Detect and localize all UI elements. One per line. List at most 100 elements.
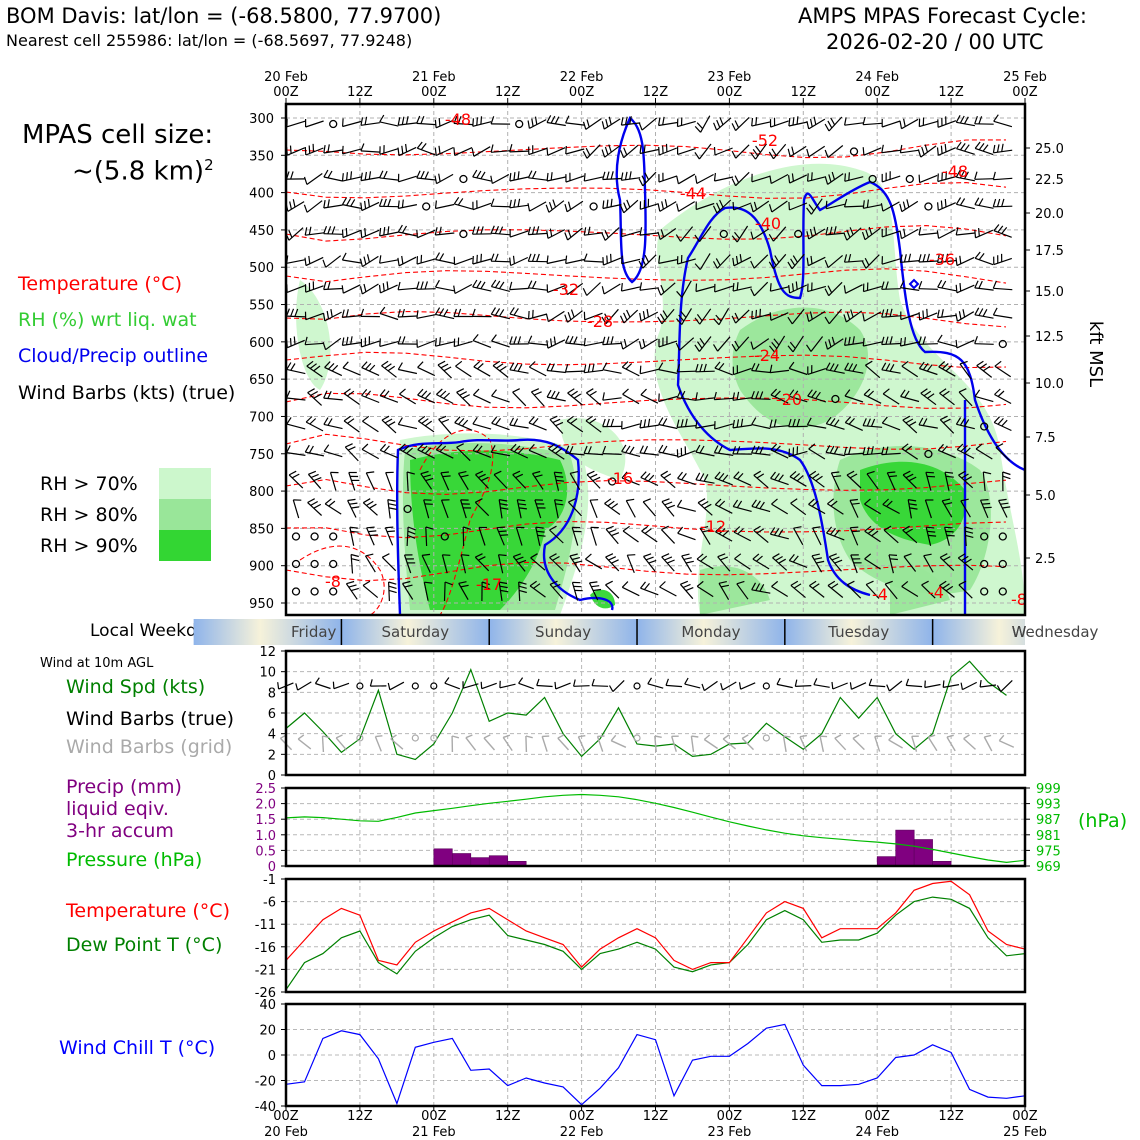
calm-wind-marker — [980, 559, 989, 569]
wind-barb — [571, 527, 579, 546]
wind-barb-flag — [699, 363, 703, 372]
wind-barb-flag — [463, 526, 471, 530]
main-panel-content: -48-52-48-44-40-36-32-28-24-20-16-12-8 -1… — [286, 104, 1025, 615]
wind-barb — [379, 231, 399, 237]
wind-barb-flag — [490, 279, 497, 287]
wind-barb-flag — [589, 473, 598, 479]
bottom-time-hour-label: 00Z — [273, 1109, 299, 1124]
wind-barb-flag — [696, 580, 704, 587]
wind-barb-true-flag — [314, 677, 320, 684]
wind-barb-flag — [940, 415, 948, 421]
wind-barb-flag — [327, 281, 331, 290]
wind-barb-flag — [582, 121, 587, 130]
wind-barb-flag — [350, 199, 356, 207]
wind-barb — [751, 589, 771, 594]
wind-barb-flag — [323, 169, 329, 178]
wind-barb — [789, 367, 808, 376]
wind-barb-flag — [884, 580, 893, 585]
wind-barb — [435, 341, 455, 347]
wind-barb — [435, 203, 455, 210]
wind-barb-flag — [680, 419, 684, 428]
wind-barb — [770, 120, 789, 128]
wind-barb-flag — [549, 228, 553, 237]
wind-barb-flag — [481, 585, 490, 590]
wind-barb-flag — [942, 583, 950, 589]
wind-barb-flag — [676, 175, 679, 184]
wind-barb — [623, 199, 639, 214]
wind-barb — [677, 120, 696, 128]
wind-barb-flag — [308, 255, 311, 264]
wind-barb-flag — [388, 581, 397, 585]
wind-barb-flag — [529, 580, 537, 587]
wind-barb-flag — [834, 559, 843, 564]
wind-barb-flag — [851, 502, 860, 505]
wind-barb — [622, 530, 639, 543]
wind-barb-true — [573, 685, 590, 687]
wind-barb — [516, 499, 522, 519]
wind-barb-flag — [664, 501, 673, 506]
wind-barb-flag — [621, 444, 627, 452]
wind-barb — [825, 451, 845, 457]
wind-barb — [956, 148, 975, 155]
wind-barb-flag — [434, 279, 440, 288]
wind-barb — [454, 203, 473, 210]
wind-barb-flag — [902, 201, 906, 210]
wind-barb-flag — [602, 418, 606, 427]
wind-barb-flag — [676, 203, 680, 212]
wind-barb-flag — [955, 339, 958, 348]
wind-barb-flag — [829, 528, 836, 535]
wind-barb-flag — [958, 470, 966, 476]
wind-barb — [305, 285, 324, 293]
wind-barb-flag — [567, 312, 572, 320]
legend-wind-barbs: Wind Barbs (kts) (true) — [18, 382, 236, 404]
wind-barb-flag — [351, 587, 359, 592]
calm-wind-marker — [329, 559, 338, 569]
wind-barb-flag — [323, 200, 326, 209]
pressure-tick-label: 850 — [249, 522, 274, 537]
wind-barb — [792, 335, 804, 353]
wind-barb-flag — [982, 502, 991, 505]
wind-barb-grid — [927, 736, 938, 752]
wind-barb — [678, 201, 696, 212]
bottom-time-hour-label: 12Z — [347, 1109, 373, 1124]
wind-barb — [882, 201, 900, 212]
wind-barb — [547, 285, 566, 293]
wind-barb-flag — [700, 555, 708, 562]
wind-barb-flag — [937, 254, 940, 263]
wind-barb-flag — [849, 498, 858, 501]
wind-barb-flag — [583, 364, 587, 373]
wind-barb-flag — [997, 390, 1005, 397]
wind-barb-flag — [471, 148, 475, 157]
temp-panel-ytick-label: -11 — [255, 918, 276, 933]
wind-barb-flag — [512, 388, 520, 393]
wind-barb — [361, 340, 380, 348]
wind-barb-flag — [677, 526, 684, 534]
wind-barb-flag — [925, 471, 934, 474]
temp-panel-ytick-label: -26 — [255, 986, 276, 1001]
wind-barb — [603, 257, 622, 266]
wind-barb — [643, 556, 656, 572]
wind-barb-flag — [386, 281, 389, 290]
wind-barb-flag — [421, 418, 429, 424]
wind-barb — [325, 255, 342, 268]
wind-barb — [790, 502, 807, 516]
calm-wind-marker — [403, 504, 412, 514]
wind-barb-flag — [327, 199, 330, 208]
wind-barb — [714, 147, 733, 156]
wind-barb-flag — [289, 201, 292, 210]
wind-barb-true-flag — [905, 678, 910, 686]
wind-barb — [974, 343, 994, 345]
wind-barb-true-flag — [684, 677, 689, 685]
weekday-label: Tuesday — [827, 623, 889, 641]
wind-barb — [956, 256, 975, 267]
wind-barb — [789, 174, 808, 184]
wind-barb-flag — [755, 117, 758, 126]
wind-calm-grid — [430, 734, 438, 742]
wind-barb — [828, 556, 842, 572]
wind-barb-flag — [590, 499, 599, 501]
wind-barb-flag — [769, 527, 776, 535]
wind-barb-flag — [304, 336, 308, 345]
wind-barb — [716, 254, 731, 269]
wind-barb-flag — [937, 334, 943, 342]
wind-barb — [623, 309, 639, 324]
